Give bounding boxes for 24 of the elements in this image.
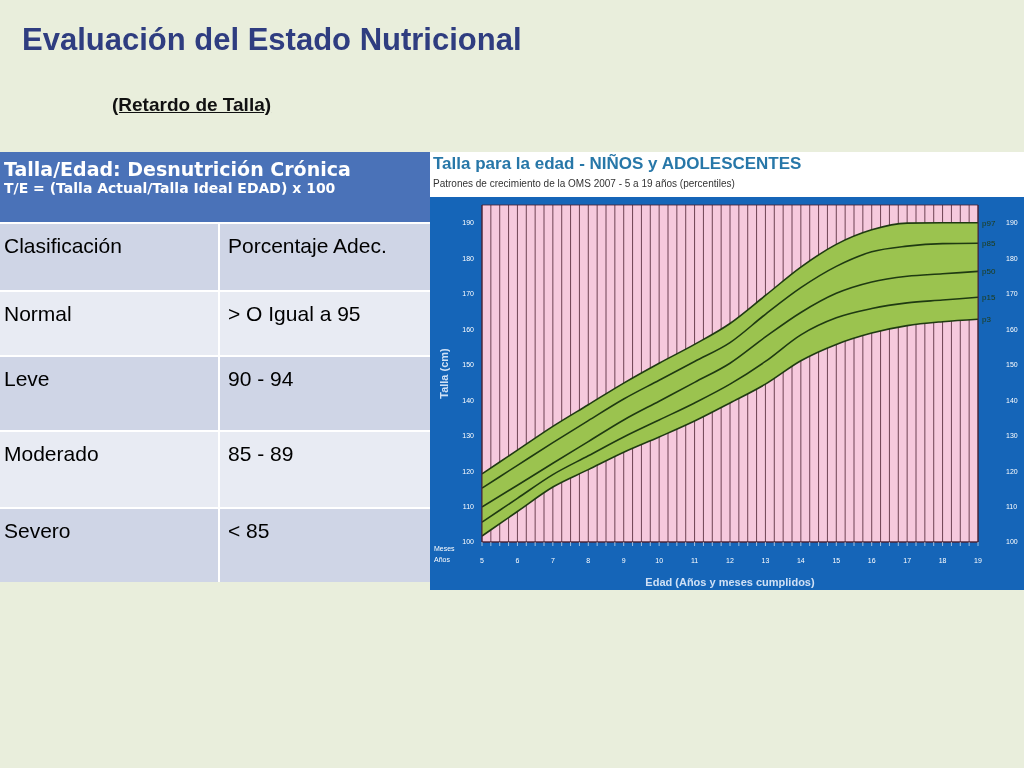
x-axis-title: Edad (Años y meses cumplidos): [645, 576, 815, 588]
text: < 85: [227, 518, 271, 544]
text: Moderado: [0, 432, 220, 507]
text: Leve: [0, 357, 220, 430]
chart-subtitle: Patrones de crecimiento de la OMS 2007 - 5 a 19 años (percentiles): [433, 178, 735, 189]
text: Evaluación del Estado Nutricional: [22, 22, 522, 58]
text: > O Igual a 95: [227, 301, 362, 327]
text: Normal: [0, 292, 220, 355]
text: Clasificación: [0, 224, 220, 290]
series-label: p3: [982, 315, 992, 325]
series-label: p97: [982, 218, 996, 228]
text: Severo: [0, 509, 220, 582]
text: T/E = (Talla Actual/Talla Ideal EDAD) x 100: [4, 180, 337, 196]
series-label: p50: [982, 267, 996, 277]
text: Talla/Edad: Desnutrición Crónica: [4, 158, 352, 180]
text: Porcentaje Adec.: [227, 233, 388, 259]
text: 90 - 94: [227, 366, 295, 392]
text: (Retardo de Talla): [112, 94, 272, 116]
chart-title: Talla para la edad - NIÑOS y ADOLESCENTES: [433, 154, 802, 174]
line-series: [482, 270, 978, 508]
text: 85 - 89: [227, 441, 295, 467]
y-axis-title: Talla (cm): [437, 347, 450, 399]
series-label: p15: [982, 293, 996, 303]
series-label: p85: [982, 239, 996, 249]
